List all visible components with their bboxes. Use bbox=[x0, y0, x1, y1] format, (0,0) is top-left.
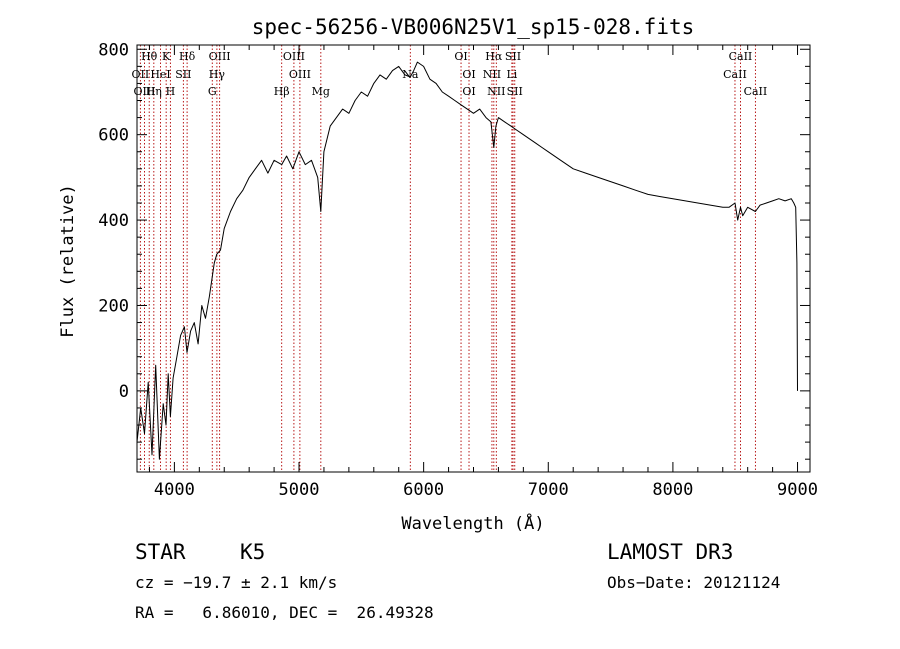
spectral-marker-label: OI bbox=[462, 85, 475, 98]
object-class: STAR bbox=[135, 540, 186, 564]
spectral-marker-label: Mg bbox=[312, 85, 330, 98]
spectrum-line bbox=[136, 61, 798, 460]
x-tick-label: 7000 bbox=[528, 480, 569, 500]
spectral-marker-label: OI bbox=[454, 50, 467, 63]
spectral-marker-label: H bbox=[166, 85, 176, 98]
y-tick-label: 0 bbox=[119, 382, 129, 402]
y-tick-label: 400 bbox=[98, 211, 129, 231]
spectral-marker-label: OIII bbox=[209, 50, 231, 63]
y-tick-label: 200 bbox=[98, 296, 129, 316]
x-tick-label: 4000 bbox=[154, 480, 195, 500]
spectral-marker-label: Na bbox=[402, 68, 419, 81]
x-tick-label: 8000 bbox=[652, 480, 693, 500]
spectral-marker-label: HeI bbox=[150, 68, 170, 81]
spectral-marker-label: SII bbox=[505, 50, 521, 63]
y-tick-label: 800 bbox=[98, 40, 129, 60]
spectral-marker-label: OIII bbox=[289, 68, 311, 81]
x-tick-label: 5000 bbox=[279, 480, 320, 500]
spectral-marker-label: Hγ bbox=[209, 68, 226, 81]
y-axis-label: Flux (relative) bbox=[58, 184, 78, 338]
spectral-marker-label: SII bbox=[175, 68, 191, 81]
spectral-marker-label: Hθ bbox=[141, 50, 158, 63]
object-subclass: K5 bbox=[240, 540, 266, 564]
spectral-marker-label: OII bbox=[132, 68, 150, 81]
axes: 4000 5000 6000 7000 8000 9000 0 200 400 600 800 bbox=[98, 40, 818, 500]
plot-frame bbox=[136, 44, 811, 473]
spectral-marker-label: Hδ bbox=[179, 50, 196, 63]
spectral-marker-label: CaII bbox=[723, 68, 747, 81]
y-tick-label: 600 bbox=[98, 126, 129, 146]
spectral-marker-label: OI bbox=[462, 68, 475, 81]
redshift-cz: cz = −19.7 ± 2.1 km/s bbox=[135, 573, 338, 592]
survey-name: LAMOST DR3 bbox=[607, 540, 734, 564]
spectral-marker-label: OIII bbox=[133, 85, 155, 98]
x-tick-label: 9000 bbox=[777, 480, 818, 500]
spectral-marker-label: NII bbox=[483, 68, 501, 81]
spectral-marker-label: K bbox=[162, 50, 171, 63]
x-tick-label: 6000 bbox=[403, 480, 444, 500]
chart-title: spec-56256-VB006N25V1_sp15-028.fits bbox=[252, 15, 695, 39]
spectral-marker-label: CaII bbox=[744, 85, 768, 98]
x-axis-label: Wavelength (Å) bbox=[401, 512, 544, 534]
spectral-marker-label: Hβ bbox=[274, 85, 290, 98]
spectral-marker-label: Hα bbox=[485, 50, 503, 63]
spectral-marker-label: G bbox=[208, 85, 217, 98]
ra-dec: RA = 6.86010, DEC = 26.49328 bbox=[135, 603, 434, 622]
spectral-marker-label: CaII bbox=[729, 50, 753, 63]
spectral-marker-label: OIII bbox=[283, 50, 305, 63]
spectral-marker-label: Li bbox=[506, 68, 517, 81]
spectral-marker-label: SII bbox=[507, 85, 523, 98]
observation-date: Obs−Date: 20121124 bbox=[607, 573, 781, 592]
spectral-marker-label: NII bbox=[487, 85, 505, 98]
spectral-marker-label: Hη bbox=[146, 85, 162, 98]
